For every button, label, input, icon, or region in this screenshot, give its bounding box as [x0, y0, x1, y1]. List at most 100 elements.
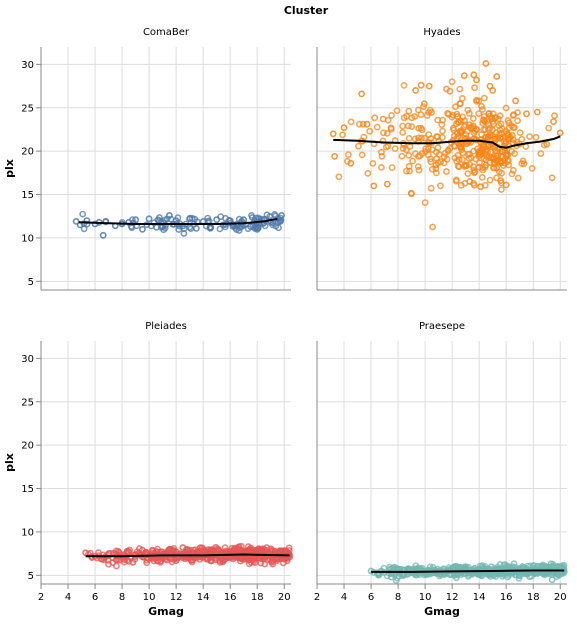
data-point [505, 161, 513, 169]
data-point [470, 166, 478, 174]
data-point [528, 164, 536, 172]
y-tick-label: 10 [21, 233, 34, 244]
data-point [383, 129, 391, 137]
data-point [449, 124, 457, 132]
data-point [438, 121, 446, 129]
data-point [452, 103, 459, 111]
data-point [402, 167, 410, 175]
facet-title: Hyades [423, 27, 460, 38]
data-point [482, 60, 490, 67]
data-point [355, 120, 363, 128]
data-point [518, 160, 526, 167]
data-point [475, 110, 483, 117]
data-point [461, 121, 469, 129]
data-point [427, 158, 435, 166]
y-tick-label: 25 [21, 103, 34, 114]
data-point [192, 224, 200, 232]
data-point [504, 158, 512, 165]
data-point [473, 98, 481, 105]
data-point [454, 132, 462, 140]
y-tick-label: 15 [21, 484, 34, 495]
y-tick-label: 15 [21, 190, 34, 201]
data-point [260, 545, 268, 553]
data-point [431, 569, 439, 577]
data-point [537, 150, 545, 157]
y-axis-title: plx [3, 453, 16, 472]
data-point [548, 174, 556, 182]
x-tick-label: 2 [314, 592, 320, 603]
x-tick-label: 6 [92, 592, 98, 603]
data-point [432, 165, 440, 172]
data-point [405, 134, 413, 142]
data-point [358, 90, 365, 98]
data-point [263, 211, 271, 219]
x-tick-label: 12 [170, 592, 183, 603]
data-point [417, 81, 425, 89]
data-point [206, 546, 214, 554]
header-title: Cluster [284, 4, 329, 17]
data-point [469, 115, 477, 122]
data-point [421, 134, 429, 142]
data-point [470, 181, 478, 189]
data-point [369, 159, 377, 167]
data-point [476, 159, 483, 167]
y-tick-label: 20 [21, 147, 34, 158]
data-point [434, 116, 442, 124]
data-point [428, 165, 436, 173]
data-point [379, 129, 387, 137]
data-point [251, 217, 258, 225]
data-point [72, 217, 80, 225]
facet-title: Praesepe [419, 321, 465, 332]
y-tick-label: 30 [21, 354, 34, 365]
data-point [480, 143, 488, 151]
data-point [388, 112, 395, 119]
data-point [467, 154, 475, 162]
data-point [482, 161, 490, 169]
data-point [480, 94, 488, 102]
data-point [432, 169, 440, 177]
data-point [470, 71, 478, 79]
data-point [478, 562, 486, 569]
data-point [406, 143, 414, 150]
data-point [484, 148, 491, 156]
data-point [426, 106, 434, 114]
data-point [489, 87, 497, 94]
data-point [402, 146, 410, 154]
data-point [405, 107, 413, 115]
data-point [405, 151, 413, 159]
data-point [422, 145, 430, 153]
data-point [436, 182, 444, 190]
data-point [551, 112, 558, 120]
data-point [415, 134, 422, 142]
facet-panel-praesepe: Praesepe 2 4 6 8 10 12 14 16 18 20 Gmag [314, 321, 568, 618]
data-point [407, 189, 415, 197]
x-tick-label: 4 [65, 592, 71, 603]
data-point [548, 563, 556, 570]
data-point [475, 163, 483, 171]
data-point [434, 133, 441, 141]
data-point [456, 100, 464, 107]
data-point [465, 110, 473, 117]
x-tick-label: 20 [554, 592, 567, 603]
data-point [412, 87, 419, 94]
data-point [509, 166, 517, 174]
data-point [373, 123, 381, 131]
data-point [382, 143, 390, 151]
data-point [165, 545, 173, 553]
x-tick-label: 2 [38, 592, 44, 603]
data-point [422, 148, 429, 155]
x-tick-label: 8 [119, 592, 125, 603]
data-point [498, 169, 505, 177]
data-point [347, 159, 355, 167]
y-axis-title: plx [3, 159, 16, 178]
data-point [456, 85, 464, 93]
data-point [339, 131, 346, 139]
data-point [414, 106, 422, 114]
data-point [138, 546, 146, 554]
data-point [216, 225, 224, 233]
data-point [484, 133, 492, 141]
data-point [377, 163, 385, 171]
x-tick-label: 20 [278, 592, 291, 603]
data-point [378, 152, 386, 160]
data-point [527, 562, 534, 570]
